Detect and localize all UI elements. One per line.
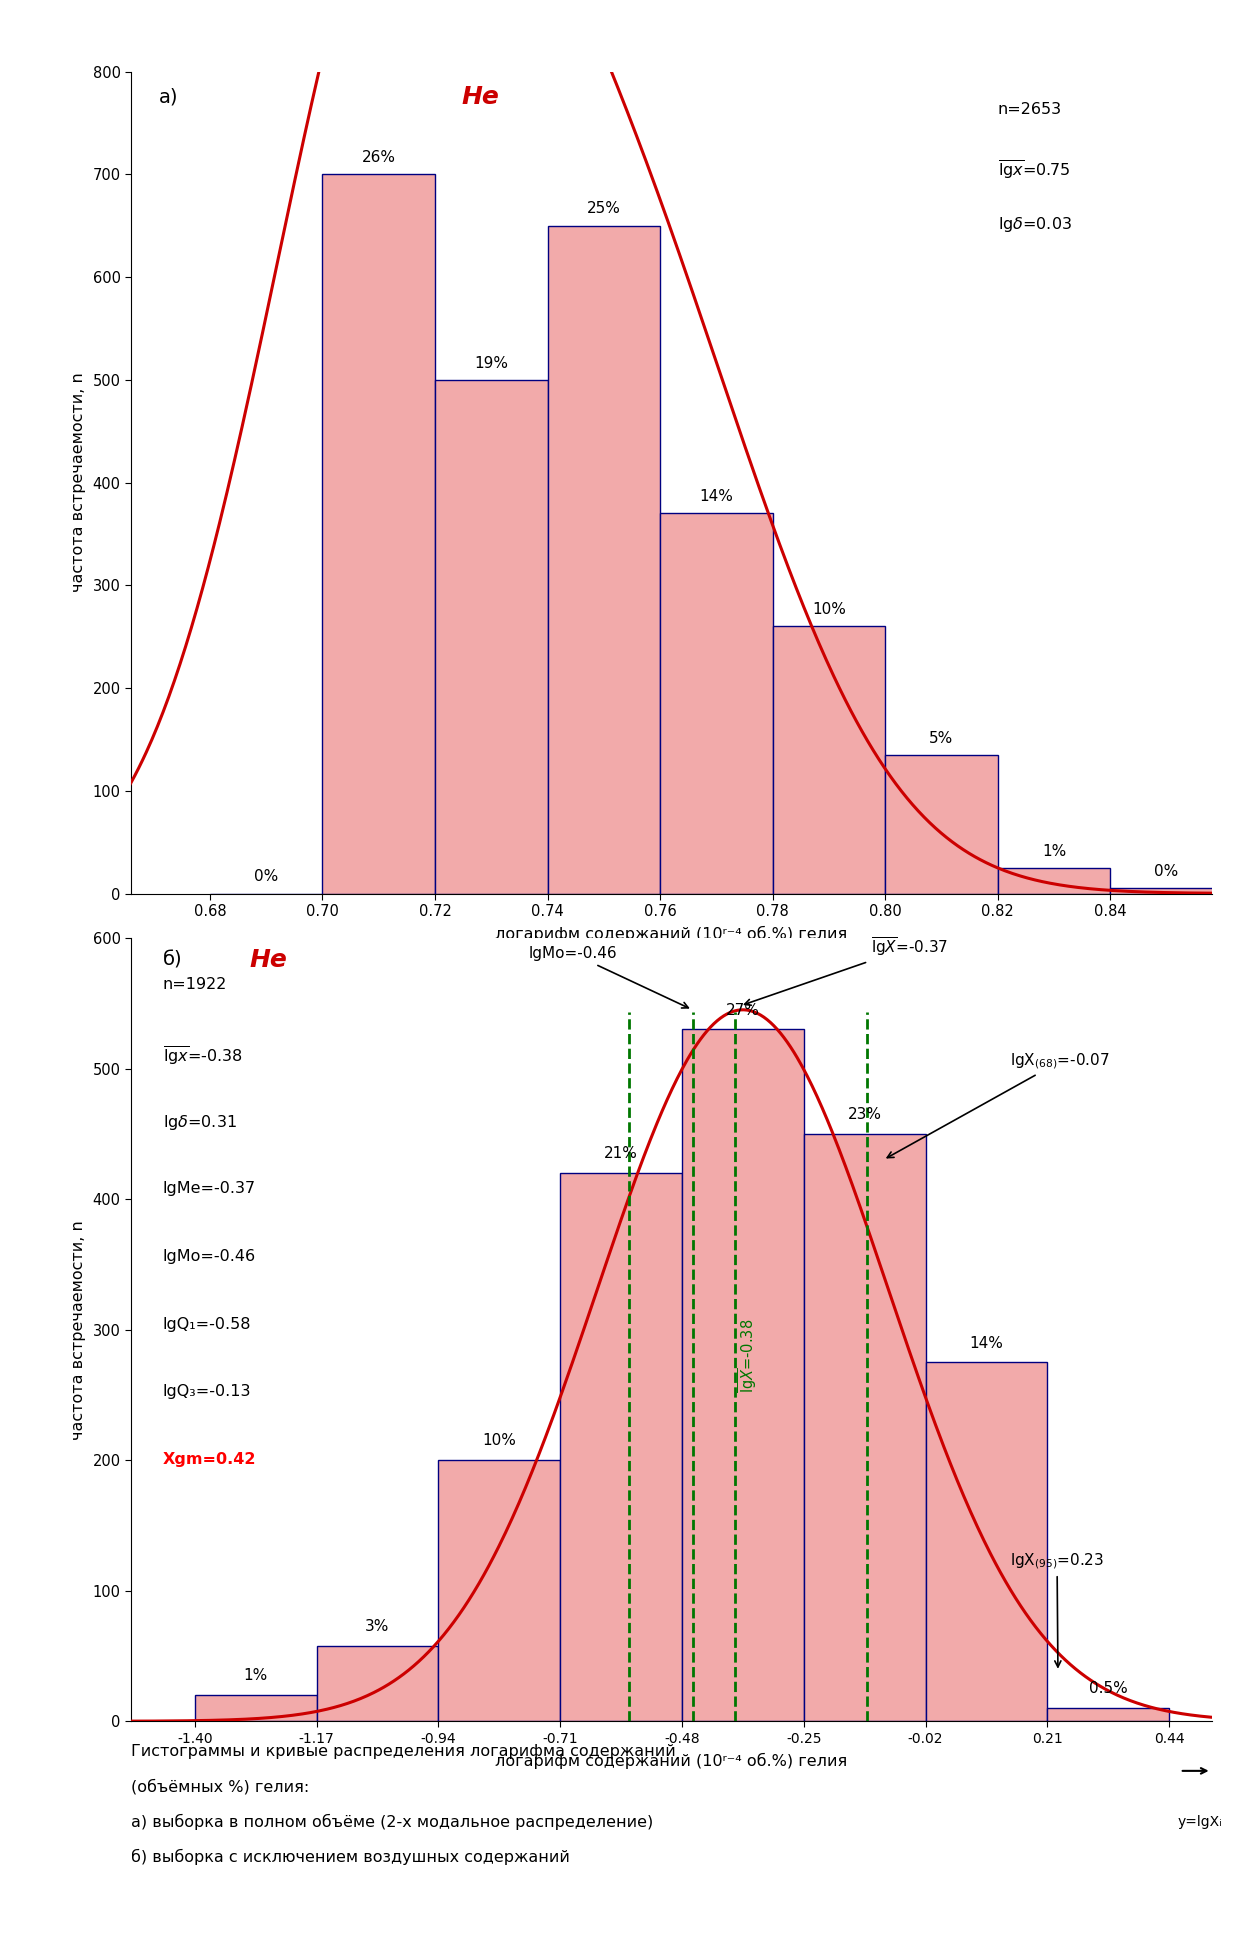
Text: lgQ₁=-0.58: lgQ₁=-0.58 [162,1317,251,1333]
Text: 26%: 26% [362,151,396,164]
Text: He: He [461,85,498,108]
Text: Xgm=0.42: Xgm=0.42 [162,1452,256,1468]
Text: $\overline{\mathrm{lg}x}$=0.75: $\overline{\mathrm{lg}x}$=0.75 [998,159,1070,182]
Text: 0.5%: 0.5% [1089,1681,1128,1696]
Bar [1110,888,1223,894]
Bar [547,226,659,894]
Text: 10%: 10% [482,1433,516,1449]
Text: 14%: 14% [969,1336,1003,1350]
Text: 0%: 0% [1154,864,1179,880]
Bar [773,627,886,894]
Bar [316,1646,438,1721]
Text: 10%: 10% [812,601,846,617]
Bar [1048,1708,1169,1721]
Text: lgX$_{(95)}$=0.23: lgX$_{(95)}$=0.23 [1010,1551,1104,1667]
Text: 23%: 23% [848,1106,882,1122]
Text: 14%: 14% [699,489,733,505]
Text: lgMe=-0.37: lgMe=-0.37 [162,1182,256,1195]
Text: 1%: 1% [244,1669,267,1683]
Text: а) выборка в полном объёме (2-х модальное распределение): а) выборка в полном объёме (2-х модально… [131,1814,653,1830]
Text: He: He [250,948,287,973]
Bar [435,379,547,894]
Text: $\overline{\mathrm{lg}X}$=-0.37: $\overline{\mathrm{lg}X}$=-0.37 [744,936,948,1006]
Text: 27%: 27% [726,1002,759,1017]
Text: 5%: 5% [929,731,953,745]
Bar [804,1133,926,1721]
Text: lgQ₃=-0.13: lgQ₃=-0.13 [162,1385,251,1400]
Text: lg$\delta$=0.31: lg$\delta$=0.31 [162,1112,237,1131]
Text: (объёмных %) гелия:: (объёмных %) гелия: [131,1779,310,1795]
Text: $\overline{\mathrm{lg}X}$=-0.38: $\overline{\mathrm{lg}X}$=-0.38 [737,1319,759,1392]
Text: 19%: 19% [475,356,508,371]
X-axis label: логарифм содержаний (10ʳ⁻⁴ об.%) гелия: логарифм содержаний (10ʳ⁻⁴ об.%) гелия [495,1752,848,1770]
Text: а): а) [160,87,179,106]
Text: б): б) [162,952,182,969]
Text: y=lgXᵢ: y=lgXᵢ [1177,1816,1222,1830]
Text: lgMo=-0.46: lgMo=-0.46 [162,1249,256,1263]
Y-axis label: частота встречаемости, n: частота встречаемости, n [71,1220,86,1439]
Text: 1%: 1% [1042,843,1067,859]
Bar [560,1172,682,1721]
Bar [998,868,1110,894]
Text: n=2653: n=2653 [998,103,1062,118]
Bar [659,513,773,894]
Text: n=1922: n=1922 [162,977,227,992]
Text: lg$\delta$=0.03: lg$\delta$=0.03 [998,215,1072,234]
Bar [926,1362,1048,1721]
Text: $\overline{\mathrm{lg}x}$=-0.38: $\overline{\mathrm{lg}x}$=-0.38 [162,1044,242,1068]
Text: lgX$_{(68)}$=-0.07: lgX$_{(68)}$=-0.07 [887,1052,1110,1158]
Bar [195,1694,316,1721]
Text: 21%: 21% [605,1147,638,1160]
Y-axis label: частота встречаемости, n: частота встречаемости, n [71,373,86,592]
Text: Гистограммы и кривые распределения логарифма содержаний: Гистограммы и кривые распределения логар… [131,1744,676,1760]
Text: 0%: 0% [254,868,279,884]
Text: б) выборка с исключением воздушных содержаний: б) выборка с исключением воздушных содер… [131,1849,570,1864]
Text: lgMo=-0.46: lgMo=-0.46 [530,946,688,1008]
Bar [438,1460,560,1721]
Bar [322,174,435,894]
Text: 3%: 3% [365,1619,390,1634]
Text: 25%: 25% [587,201,621,217]
Bar [682,1029,804,1721]
Bar [886,754,998,894]
Text: y=lgXᵢ: y=lgXᵢ [1155,986,1200,1000]
X-axis label: логарифм содержаний (10ʳ⁻⁴ об.%) гелия: логарифм содержаний (10ʳ⁻⁴ об.%) гелия [495,926,848,942]
